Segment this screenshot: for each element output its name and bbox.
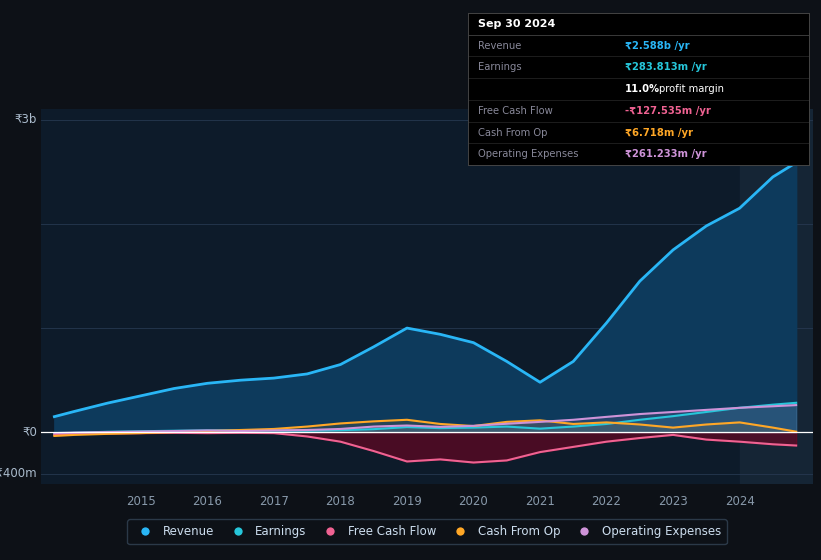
- Text: Revenue: Revenue: [478, 40, 521, 50]
- Bar: [740, 109, 813, 484]
- Text: ₹3b: ₹3b: [15, 113, 37, 126]
- Text: Cash From Op: Cash From Op: [478, 128, 548, 138]
- Legend: Revenue, Earnings, Free Cash Flow, Cash From Op, Operating Expenses: Revenue, Earnings, Free Cash Flow, Cash …: [127, 519, 727, 544]
- Text: Free Cash Flow: Free Cash Flow: [478, 106, 553, 116]
- Text: Operating Expenses: Operating Expenses: [478, 150, 579, 160]
- Text: ₹261.233m /yr: ₹261.233m /yr: [625, 150, 706, 160]
- Text: -₹127.535m /yr: -₹127.535m /yr: [625, 106, 710, 116]
- Text: Earnings: Earnings: [478, 62, 522, 72]
- Text: ₹0: ₹0: [22, 426, 37, 439]
- Text: 11.0%: 11.0%: [625, 84, 660, 94]
- Text: ₹2.588b /yr: ₹2.588b /yr: [625, 40, 690, 50]
- Text: Sep 30 2024: Sep 30 2024: [478, 18, 556, 29]
- Text: ₹283.813m /yr: ₹283.813m /yr: [625, 62, 706, 72]
- Text: -₹400m: -₹400m: [0, 468, 37, 480]
- Text: profit margin: profit margin: [658, 84, 724, 94]
- Text: ₹6.718m /yr: ₹6.718m /yr: [625, 128, 693, 138]
